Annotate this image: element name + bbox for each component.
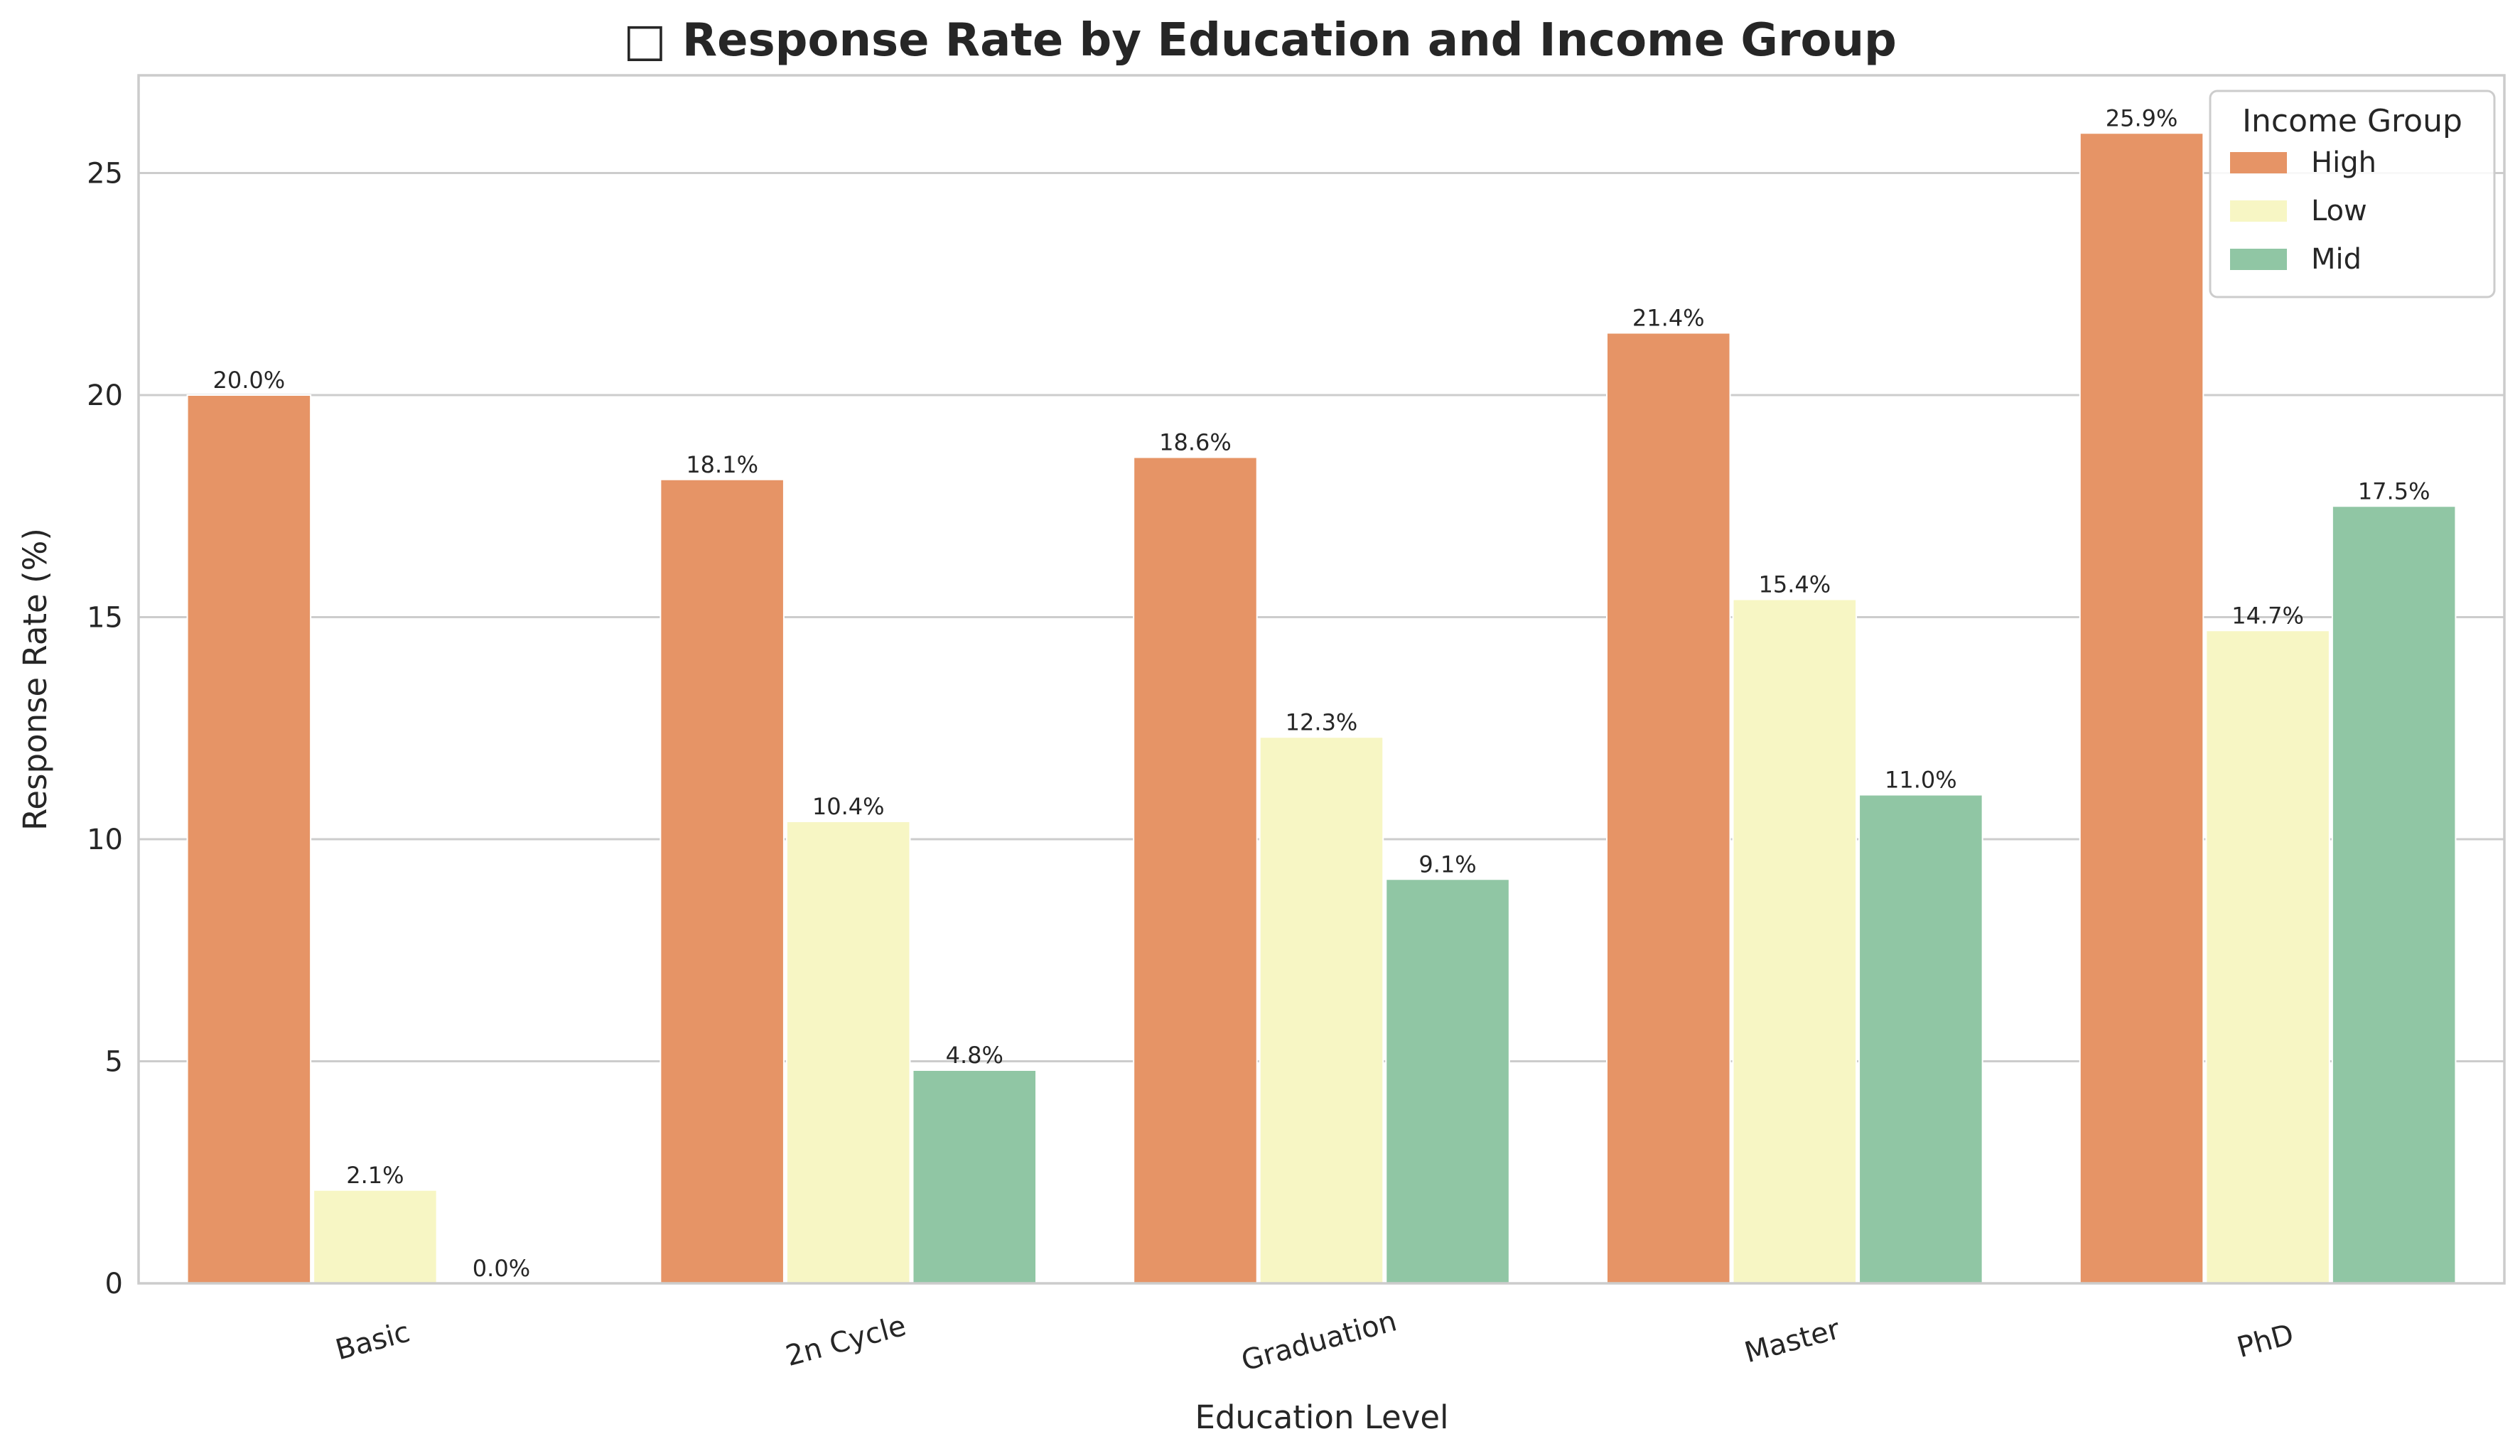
legend-box	[2209, 90, 2496, 298]
y-tick-label: 20	[87, 379, 123, 412]
x-tick-label: Basic	[332, 1316, 413, 1367]
legend-label: Low	[2311, 195, 2367, 227]
data-label: 10.4%	[812, 793, 885, 820]
x-axis-label: Education Level	[1195, 1398, 1448, 1436]
legend-swatch	[2230, 152, 2287, 173]
data-label: 4.8%	[946, 1042, 1003, 1069]
x-axis-ticks: Basic 2n Cycle Graduation Master PhD	[332, 1305, 2297, 1377]
y-axis-ticks: 0 5 10 15 20 25	[87, 158, 123, 1301]
y-tick-label: 5	[105, 1046, 123, 1079]
data-label: 9.1%	[1418, 851, 1476, 878]
x-tick-label: Graduation	[1238, 1305, 1400, 1377]
bar-mid-2	[1385, 878, 1510, 1284]
bars	[186, 132, 2457, 1284]
data-label: 20.0%	[213, 367, 286, 394]
x-tick-label: PhD	[2234, 1318, 2297, 1364]
bar-high-0	[186, 394, 312, 1284]
bar-high-2	[1133, 456, 1258, 1284]
plot-frame	[137, 74, 2506, 1285]
x-tick-label: 2n Cycle	[782, 1310, 910, 1373]
data-label: 17.5%	[2358, 478, 2430, 505]
bar-mid-1	[912, 1069, 1038, 1284]
bar-low-2	[1259, 736, 1384, 1284]
y-tick-label: 25	[87, 158, 123, 190]
y-axis-label: Response Rate (%)	[16, 528, 54, 831]
chart-title: □ Response Rate by Education and Income …	[623, 14, 1897, 67]
data-label: 15.4%	[1758, 571, 1831, 598]
data-label: 18.6%	[1159, 429, 1232, 456]
legend-title: Income Group	[2242, 103, 2462, 139]
bar-mid-4	[2331, 505, 2457, 1284]
bar-low-1	[785, 821, 911, 1284]
legend-label: Mid	[2311, 243, 2362, 276]
data-label: 0.0%	[473, 1255, 530, 1282]
legend: Income Group High Low Mid	[2209, 90, 2496, 298]
y-tick-label: 10	[87, 824, 123, 856]
legend-item-mid: Mid	[2230, 243, 2362, 276]
data-label: 18.1%	[686, 451, 758, 478]
data-label: 25.9%	[2106, 104, 2178, 131]
y-tick-label: 15	[87, 602, 123, 635]
data-label: 21.4%	[1632, 305, 1705, 332]
legend-swatch	[2230, 200, 2287, 222]
bar-low-0	[313, 1189, 438, 1284]
y-tick-label: 0	[105, 1268, 123, 1300]
data-label: 14.7%	[2231, 602, 2304, 629]
data-label: 12.3%	[1286, 708, 1358, 735]
legend-swatch	[2230, 249, 2287, 270]
bar-low-4	[2205, 630, 2330, 1284]
bar-high-4	[2079, 132, 2204, 1284]
data-label: 11.0%	[1885, 767, 1957, 794]
bar-low-3	[1732, 598, 1858, 1284]
legend-label: High	[2311, 146, 2376, 179]
data-label: 2.1%	[346, 1162, 404, 1189]
x-tick-label: Master	[1741, 1312, 1843, 1369]
legend-items: High Low Mid	[2230, 146, 2376, 276]
data-labels: 20.0% 18.1% 18.6% 21.4% 25.9% 2.1% 10.4% 12.3% 1…	[213, 104, 2430, 1282]
bar-high-3	[1605, 332, 1731, 1284]
legend-item-high: High	[2230, 146, 2376, 179]
bar-high-1	[659, 478, 785, 1284]
legend-item-low: Low	[2230, 195, 2367, 227]
bar-mid-3	[1858, 794, 1983, 1284]
